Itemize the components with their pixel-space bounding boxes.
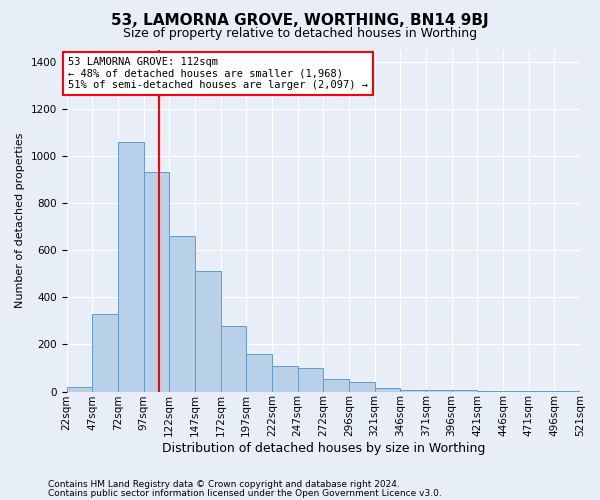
Bar (426, 390, 452, 392)
Bar (400, 390, 426, 392)
X-axis label: Distribution of detached houses by size in Worthing: Distribution of detached houses by size … (161, 442, 485, 455)
Text: Contains HM Land Registry data © Crown copyright and database right 2024.: Contains HM Land Registry data © Crown c… (48, 480, 400, 489)
Bar (323, 378, 349, 392)
Bar (349, 382, 374, 392)
Text: Size of property relative to detached houses in Worthing: Size of property relative to detached ho… (123, 28, 477, 40)
Bar (221, 326, 246, 392)
Y-axis label: Number of detached properties: Number of detached properties (15, 133, 25, 308)
Bar (374, 388, 400, 392)
Bar (272, 366, 298, 392)
Bar (92, 314, 118, 392)
Bar (67, 387, 92, 392)
Bar (169, 236, 195, 392)
Bar (478, 391, 503, 392)
Text: 53, LAMORNA GROVE, WORTHING, BN14 9BJ: 53, LAMORNA GROVE, WORTHING, BN14 9BJ (111, 12, 489, 28)
Bar (452, 390, 478, 392)
Bar (298, 368, 323, 392)
Bar (195, 272, 221, 392)
Text: 53 LAMORNA GROVE: 112sqm
← 48% of detached houses are smaller (1,968)
51% of sem: 53 LAMORNA GROVE: 112sqm ← 48% of detach… (68, 57, 368, 90)
Bar (246, 354, 272, 392)
Bar (143, 172, 169, 392)
Text: Contains public sector information licensed under the Open Government Licence v3: Contains public sector information licen… (48, 490, 442, 498)
Bar (118, 142, 143, 392)
